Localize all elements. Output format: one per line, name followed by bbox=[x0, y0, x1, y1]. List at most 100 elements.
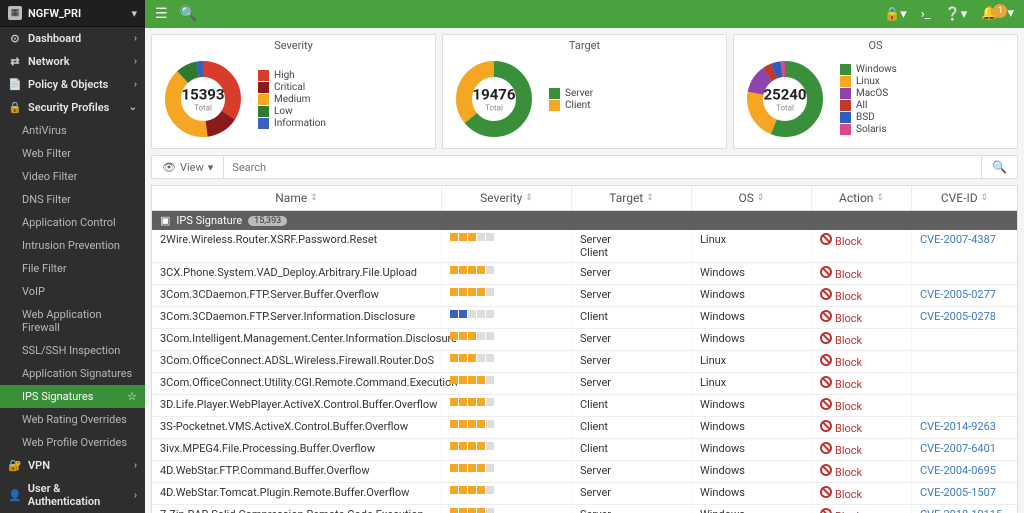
cell-name: 3Com.Intelligent.Management.Center.Infor… bbox=[152, 329, 442, 350]
chart-legend: WindowsLinuxMacOSAllBSDSolaris bbox=[840, 64, 897, 135]
table-row[interactable]: 3S-Pocketnet.VMS.ActiveX.Control.Buffer.… bbox=[152, 417, 1017, 439]
cve-link[interactable]: CVE-2005-1507 bbox=[920, 486, 1009, 499]
table-row[interactable]: 2Wire.Wireless.Router.XSRF.Password.Rese… bbox=[152, 230, 1017, 263]
lock-icon[interactable]: 🔒▾ bbox=[884, 7, 907, 22]
cell-target: Server bbox=[572, 329, 692, 350]
cell-target: Client bbox=[572, 395, 692, 416]
help-icon[interactable]: ❔▾ bbox=[945, 7, 968, 22]
bell-icon[interactable]: 🔔1▾ bbox=[981, 6, 1014, 22]
sidebar-item-voip[interactable]: VoIP bbox=[0, 280, 145, 303]
legend-item[interactable]: High bbox=[258, 70, 326, 81]
block-icon bbox=[820, 266, 832, 278]
sidebar-item-application-control[interactable]: Application Control bbox=[0, 211, 145, 234]
device-name: NGFW_PRI bbox=[28, 7, 81, 20]
col-action[interactable]: Action⇕ bbox=[812, 186, 912, 210]
table-row[interactable]: 3ivx.MPEG4.File.Processing.Buffer.Overfl… bbox=[152, 439, 1017, 461]
sidebar-item-security-profiles[interactable]: 🔒Security Profiles⌄ bbox=[0, 96, 145, 119]
cell-action: Block bbox=[812, 230, 912, 262]
donut-chart[interactable]: 15393Total bbox=[158, 54, 248, 144]
block-icon bbox=[820, 486, 832, 498]
cell-name: 3Com.OfficeConnect.ADSL.Wireless.Firewal… bbox=[152, 351, 442, 372]
group-row[interactable]: ▣ IPS Signature 15,393 bbox=[152, 211, 1017, 230]
table-row[interactable]: 3Com.3CDaemon.FTP.Server.Information.Dis… bbox=[152, 307, 1017, 329]
sidebar-item-application-signatures[interactable]: Application Signatures bbox=[0, 362, 145, 385]
col-cve[interactable]: CVE-ID⇕ bbox=[912, 186, 1017, 210]
legend-item[interactable]: Solaris bbox=[840, 124, 897, 135]
legend-item[interactable]: Information bbox=[258, 118, 326, 129]
table-row[interactable]: 3Com.OfficeConnect.Utility.CGI.Remote.Co… bbox=[152, 373, 1017, 395]
hamburger-icon[interactable]: ☰ bbox=[155, 6, 168, 22]
table-row[interactable]: 4D.WebStar.Tomcat.Plugin.Remote.Buffer.O… bbox=[152, 483, 1017, 505]
table-row[interactable]: 3CX.Phone.System.VAD_Deploy.Arbitrary.Fi… bbox=[152, 263, 1017, 285]
section-icon: 🔐 bbox=[8, 459, 22, 472]
cell-os: Windows bbox=[692, 439, 812, 460]
sidebar-item-ips-signatures[interactable]: IPS Signatures☆ bbox=[0, 385, 145, 408]
star-icon: ☆ bbox=[127, 390, 137, 403]
table-row[interactable]: 3Com.OfficeConnect.ADSL.Wireless.Firewal… bbox=[152, 351, 1017, 373]
table-row[interactable]: 3Com.3CDaemon.FTP.Server.Buffer.Overflow… bbox=[152, 285, 1017, 307]
table-row[interactable]: 4D.WebStar.FTP.Command.Buffer.Overflow S… bbox=[152, 461, 1017, 483]
col-os[interactable]: OS⇕ bbox=[692, 186, 812, 210]
cell-os: Windows bbox=[692, 483, 812, 504]
cell-os: Windows bbox=[692, 461, 812, 482]
col-name[interactable]: Name⇕ bbox=[152, 186, 442, 210]
sidebar-item-web-rating-overrides[interactable]: Web Rating Overrides bbox=[0, 408, 145, 431]
legend-item[interactable]: Server bbox=[549, 88, 593, 99]
cve-link[interactable]: CVE-2004-0695 bbox=[920, 464, 1009, 477]
legend-item[interactable]: All bbox=[840, 100, 897, 111]
col-severity[interactable]: Severity⇕ bbox=[442, 186, 572, 210]
chart-target: Target 19476Total ServerClient bbox=[442, 34, 727, 149]
sidebar-item-dns-filter[interactable]: DNS Filter bbox=[0, 188, 145, 211]
sidebar-item-antivirus[interactable]: AntiVirus bbox=[0, 119, 145, 142]
cve-link[interactable]: CVE-2005-0277 bbox=[920, 288, 1009, 301]
block-icon bbox=[820, 288, 832, 300]
legend-item[interactable]: Medium bbox=[258, 94, 326, 105]
sidebar-item-web-filter[interactable]: Web Filter bbox=[0, 142, 145, 165]
block-icon bbox=[820, 332, 832, 344]
table-row[interactable]: 3Com.Intelligent.Management.Center.Infor… bbox=[152, 329, 1017, 351]
cve-link[interactable]: CVE-2018-10115 bbox=[920, 508, 1009, 513]
chart-total: 15393 bbox=[181, 86, 224, 104]
legend-item[interactable]: Linux bbox=[840, 76, 897, 87]
sidebar-item-web-application-firewall[interactable]: Web Application Firewall bbox=[0, 303, 145, 339]
sidebar-item-intrusion-prevention[interactable]: Intrusion Prevention bbox=[0, 234, 145, 257]
cve-link[interactable]: CVE-2005-0278 bbox=[920, 310, 1009, 323]
sidebar-item-policy-objects[interactable]: 📄Policy & Objects› bbox=[0, 73, 145, 96]
cli-icon[interactable]: ›_ bbox=[921, 7, 931, 22]
sidebar-item-vpn[interactable]: 🔐VPN› bbox=[0, 454, 145, 477]
legend-item[interactable]: MacOS bbox=[840, 88, 897, 99]
section-icon: 🔒 bbox=[8, 101, 22, 114]
legend-item[interactable]: Critical bbox=[258, 82, 326, 93]
cell-action: Block bbox=[812, 395, 912, 416]
table-row[interactable]: 7-Zip.RAR.Solid.Compression.Remote.Code.… bbox=[152, 505, 1017, 513]
cell-name: 3Com.3CDaemon.FTP.Server.Buffer.Overflow bbox=[152, 285, 442, 306]
chevron-icon: › bbox=[134, 33, 137, 44]
legend-item[interactable]: BSD bbox=[840, 112, 897, 123]
search-icon[interactable]: 🔍 bbox=[180, 6, 197, 22]
donut-chart[interactable]: 19476Total bbox=[449, 54, 539, 144]
cve-link[interactable]: CVE-2007-6401 bbox=[920, 442, 1009, 455]
cell-target: Client bbox=[572, 417, 692, 438]
legend-item[interactable]: Client bbox=[549, 100, 593, 111]
cve-link[interactable]: CVE-2014-9263 bbox=[920, 420, 1009, 433]
search-submit-button[interactable]: 🔍 bbox=[981, 156, 1017, 178]
legend-item[interactable]: Windows bbox=[840, 64, 897, 75]
cell-name: 7-Zip.RAR.Solid.Compression.Remote.Code.… bbox=[152, 505, 442, 513]
cell-severity bbox=[442, 263, 572, 284]
legend-item[interactable]: Low bbox=[258, 106, 326, 117]
table-row[interactable]: 3D.Life.Player.WebPlayer.ActiveX.Control… bbox=[152, 395, 1017, 417]
sidebar-item-user-authentication[interactable]: 👤User & Authentication› bbox=[0, 477, 145, 513]
sidebar-item-network[interactable]: ⇄Network› bbox=[0, 50, 145, 73]
sidebar-item-file-filter[interactable]: File Filter bbox=[0, 257, 145, 280]
sidebar-item-ssl-ssh-inspection[interactable]: SSL/SSH Inspection bbox=[0, 339, 145, 362]
cve-link[interactable]: CVE-2007-4387 bbox=[920, 233, 1009, 246]
sidebar-item-dashboard[interactable]: ⊙Dashboard› bbox=[0, 27, 145, 50]
sidebar-item-web-profile-overrides[interactable]: Web Profile Overrides bbox=[0, 431, 145, 454]
device-selector[interactable]: ▦ NGFW_PRI ▾ bbox=[0, 0, 145, 27]
cell-target: ServerClient bbox=[572, 505, 692, 513]
view-button[interactable]: 👁 View ▾ bbox=[152, 157, 224, 178]
col-target[interactable]: Target⇕ bbox=[572, 186, 692, 210]
sidebar-item-video-filter[interactable]: Video Filter bbox=[0, 165, 145, 188]
search-input[interactable] bbox=[224, 157, 981, 178]
donut-chart[interactable]: 25240Total bbox=[740, 54, 830, 144]
